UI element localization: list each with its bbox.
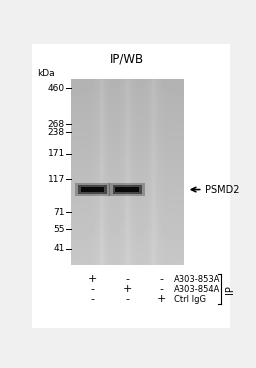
FancyBboxPatch shape: [115, 187, 139, 192]
Text: -: -: [91, 284, 94, 294]
FancyBboxPatch shape: [113, 185, 142, 194]
FancyBboxPatch shape: [109, 183, 145, 196]
Text: IP/WB: IP/WB: [110, 52, 144, 66]
FancyBboxPatch shape: [183, 44, 230, 328]
FancyBboxPatch shape: [75, 183, 110, 196]
FancyBboxPatch shape: [32, 44, 71, 328]
Text: 117: 117: [47, 175, 65, 184]
Text: kDa: kDa: [37, 69, 55, 78]
Text: 268: 268: [48, 120, 65, 129]
Text: +: +: [123, 284, 132, 294]
Text: PSMD2: PSMD2: [205, 185, 239, 195]
FancyBboxPatch shape: [78, 185, 107, 194]
Text: 238: 238: [48, 128, 65, 137]
Text: 41: 41: [53, 244, 65, 253]
Text: -: -: [160, 275, 164, 284]
Text: -: -: [160, 284, 164, 294]
FancyBboxPatch shape: [81, 187, 104, 192]
Text: A303-854A: A303-854A: [174, 285, 220, 294]
Text: 71: 71: [53, 208, 65, 217]
Text: Ctrl IgG: Ctrl IgG: [174, 295, 206, 304]
Text: -: -: [125, 275, 129, 284]
Text: 460: 460: [48, 84, 65, 93]
Text: -: -: [125, 294, 129, 304]
FancyBboxPatch shape: [32, 265, 230, 328]
FancyBboxPatch shape: [32, 44, 230, 79]
Text: A303-853A: A303-853A: [174, 275, 220, 284]
Text: 171: 171: [47, 149, 65, 159]
Text: 55: 55: [53, 225, 65, 234]
Text: IP: IP: [226, 285, 236, 294]
Text: -: -: [91, 294, 94, 304]
Text: +: +: [157, 294, 167, 304]
Text: +: +: [88, 275, 97, 284]
